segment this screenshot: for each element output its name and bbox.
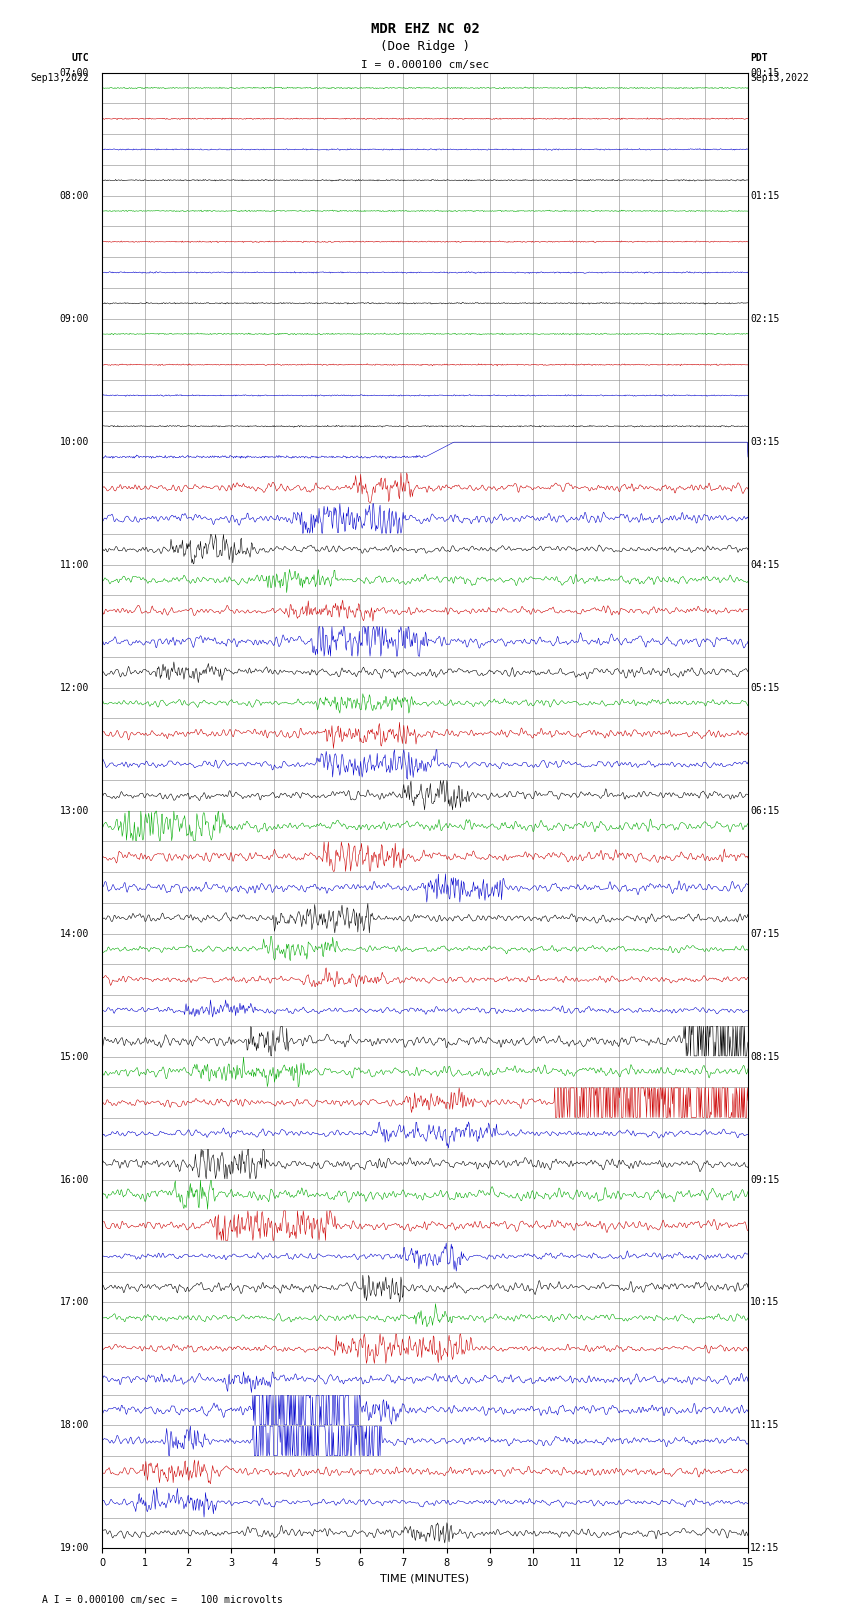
Text: 11:15: 11:15 (751, 1421, 779, 1431)
Text: 03:15: 03:15 (751, 437, 779, 447)
Text: 14:00: 14:00 (60, 929, 89, 939)
Text: 08:15: 08:15 (751, 1052, 779, 1061)
Text: 05:15: 05:15 (751, 682, 779, 692)
Text: 12:15: 12:15 (751, 1544, 779, 1553)
Text: Sep13,2022: Sep13,2022 (31, 73, 89, 82)
Text: 09:15: 09:15 (751, 1174, 779, 1184)
Text: 15:00: 15:00 (60, 1052, 89, 1061)
Text: 09:00: 09:00 (60, 313, 89, 324)
Text: 06:15: 06:15 (751, 805, 779, 816)
Text: 00:15: 00:15 (751, 68, 779, 77)
Text: 07:00: 07:00 (60, 68, 89, 77)
Text: 11:00: 11:00 (60, 560, 89, 569)
Text: Sep13,2022: Sep13,2022 (751, 73, 809, 82)
Text: (Doe Ridge ): (Doe Ridge ) (380, 40, 470, 53)
Text: 12:00: 12:00 (60, 682, 89, 692)
Text: MDR EHZ NC 02: MDR EHZ NC 02 (371, 21, 479, 35)
Text: PDT: PDT (751, 53, 768, 63)
X-axis label: TIME (MINUTES): TIME (MINUTES) (381, 1574, 469, 1584)
Text: 17:00: 17:00 (60, 1297, 89, 1308)
Text: 02:15: 02:15 (751, 313, 779, 324)
Text: 13:00: 13:00 (60, 805, 89, 816)
Text: 08:00: 08:00 (60, 190, 89, 200)
Text: 10:00: 10:00 (60, 437, 89, 447)
Text: I = 0.000100 cm/sec: I = 0.000100 cm/sec (361, 60, 489, 69)
Text: 04:15: 04:15 (751, 560, 779, 569)
Text: 19:00: 19:00 (60, 1544, 89, 1553)
Text: 10:15: 10:15 (751, 1297, 779, 1308)
Text: 18:00: 18:00 (60, 1421, 89, 1431)
Text: 16:00: 16:00 (60, 1174, 89, 1184)
Text: 07:15: 07:15 (751, 929, 779, 939)
Text: 01:15: 01:15 (751, 190, 779, 200)
Text: A I = 0.000100 cm/sec =    100 microvolts: A I = 0.000100 cm/sec = 100 microvolts (42, 1595, 283, 1605)
Text: UTC: UTC (71, 53, 89, 63)
